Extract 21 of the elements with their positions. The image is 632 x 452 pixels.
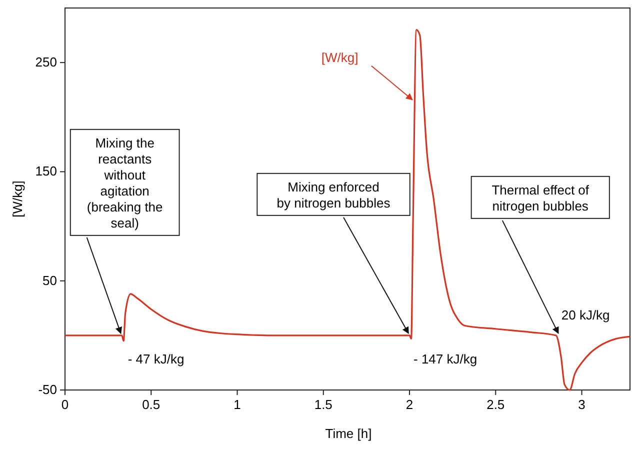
x-tick-label: 0.5	[142, 397, 160, 412]
annotation: Thermal effect of nitrogen bubbles	[492, 182, 590, 214]
annotation: Mixing the reactants without agitation (breaking the seal)	[86, 135, 163, 230]
y-axis-title: [W/kg]	[10, 180, 25, 218]
annotation: - 147 kJ/kg	[414, 351, 478, 366]
x-axis-title: Time [h]	[325, 426, 372, 441]
line-series	[64, 29, 631, 391]
annotation: Mixing enforced by nitrogen bubbles	[276, 179, 391, 210]
y-tick-label: 50	[42, 272, 57, 288]
x-tick-label: 0	[61, 397, 69, 412]
x-tick-label: 1	[234, 397, 241, 412]
x-tick-label: 2	[406, 397, 414, 412]
y-tick-label: 150	[35, 164, 57, 179]
annotation: - 47 kJ/kg	[128, 351, 184, 366]
x-tick-label: 1.5	[314, 397, 332, 412]
x-tick-label: 2.5	[486, 397, 505, 412]
annotation: 20 kJ/kg	[561, 307, 610, 322]
y-tick-label: -50	[38, 382, 57, 397]
x-tick-label: 3	[578, 397, 586, 412]
y-tick-label: 250	[35, 54, 57, 70]
text: [W/kg]	[321, 50, 358, 65]
